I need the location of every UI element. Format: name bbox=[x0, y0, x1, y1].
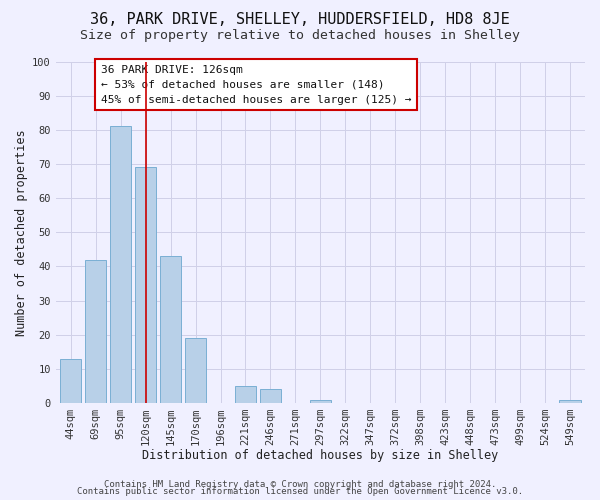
Bar bbox=[559, 400, 581, 403]
Text: 36 PARK DRIVE: 126sqm
← 53% of detached houses are smaller (148)
45% of semi-det: 36 PARK DRIVE: 126sqm ← 53% of detached … bbox=[101, 65, 411, 104]
Text: Contains HM Land Registry data © Crown copyright and database right 2024.: Contains HM Land Registry data © Crown c… bbox=[104, 480, 496, 489]
Bar bbox=[235, 386, 256, 403]
Bar bbox=[185, 338, 206, 403]
Bar bbox=[260, 390, 281, 403]
Bar bbox=[135, 168, 156, 403]
Y-axis label: Number of detached properties: Number of detached properties bbox=[15, 129, 28, 336]
Bar bbox=[160, 256, 181, 403]
Bar bbox=[60, 358, 82, 403]
Bar bbox=[110, 126, 131, 403]
Text: Contains public sector information licensed under the Open Government Licence v3: Contains public sector information licen… bbox=[77, 488, 523, 496]
Text: 36, PARK DRIVE, SHELLEY, HUDDERSFIELD, HD8 8JE: 36, PARK DRIVE, SHELLEY, HUDDERSFIELD, H… bbox=[90, 12, 510, 28]
Bar bbox=[85, 260, 106, 403]
X-axis label: Distribution of detached houses by size in Shelley: Distribution of detached houses by size … bbox=[142, 450, 499, 462]
Text: Size of property relative to detached houses in Shelley: Size of property relative to detached ho… bbox=[80, 28, 520, 42]
Bar bbox=[310, 400, 331, 403]
